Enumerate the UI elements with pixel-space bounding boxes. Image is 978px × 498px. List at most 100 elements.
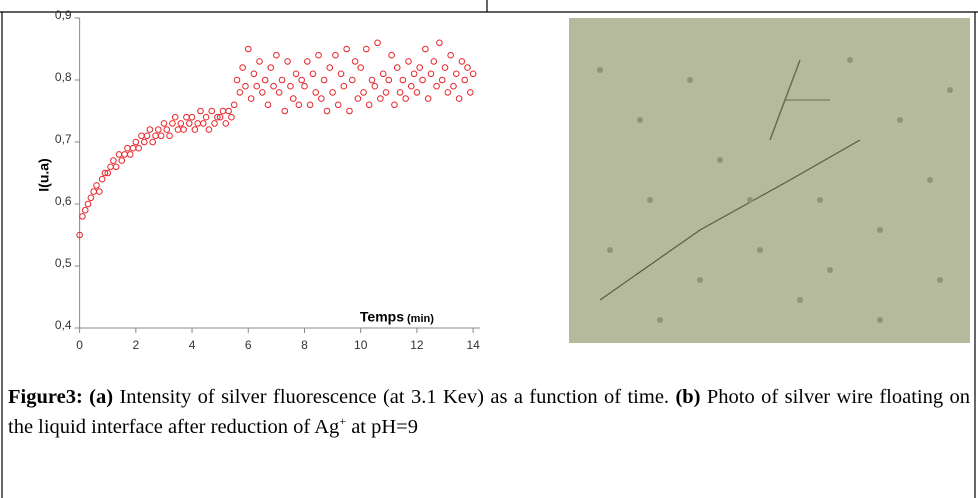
data-point (354, 95, 362, 102)
data-point (402, 95, 409, 102)
data-point (222, 120, 230, 127)
data-point (295, 101, 303, 109)
data-point (410, 70, 418, 78)
data-point (385, 76, 393, 84)
data-point (357, 64, 365, 71)
data-point (174, 126, 182, 133)
data-point (399, 76, 407, 84)
data-point (157, 132, 165, 140)
data-point (427, 70, 435, 78)
data-point (270, 82, 277, 90)
data-point (242, 82, 249, 90)
data-point (129, 144, 137, 152)
data-point (346, 107, 353, 115)
data-point (250, 70, 258, 78)
data-point (253, 82, 261, 90)
data-point (444, 89, 452, 96)
x-tick-label: 2 (132, 338, 139, 352)
data-point (323, 107, 331, 115)
data-point (118, 157, 126, 164)
wire (599, 139, 861, 301)
data-point (329, 89, 336, 96)
data-point (171, 113, 179, 121)
data-point (315, 51, 322, 59)
y-axis-label: I(u.a) (36, 158, 52, 191)
x-tick-label: 14 (466, 338, 480, 352)
y-tick-label: 0,8 (55, 70, 72, 84)
data-point (461, 76, 469, 84)
data-point (124, 144, 131, 152)
data-point (149, 138, 157, 146)
y-tick-label: 0,7 (55, 132, 72, 146)
data-point (76, 231, 83, 239)
data-point (343, 45, 350, 53)
data-point (104, 169, 112, 177)
data-point (155, 126, 162, 133)
x-tick-label: 10 (354, 338, 368, 352)
y-tick-label: 0,5 (55, 256, 72, 270)
data-point (197, 107, 204, 115)
particles (597, 57, 953, 323)
y-tick-label: 0,4 (55, 318, 72, 332)
data-point (433, 82, 440, 90)
data-point (467, 89, 474, 96)
caption-marker: (b) (675, 386, 701, 408)
data-point (160, 120, 168, 127)
data-point (407, 82, 415, 90)
data-point (214, 113, 221, 121)
x-tick-label: 6 (245, 338, 252, 352)
data-point (351, 58, 359, 65)
data-point (107, 163, 114, 171)
data-point (121, 151, 128, 158)
data-point (95, 188, 103, 195)
data-point (278, 76, 286, 84)
data-point (132, 138, 140, 146)
data-point (87, 194, 95, 202)
data-point (81, 206, 89, 214)
x-axis-label: Temps (360, 309, 404, 325)
photo-background (569, 18, 970, 343)
data-point (292, 70, 300, 78)
data-point (405, 58, 412, 65)
data-point (188, 113, 196, 121)
x-tick-label: 0 (76, 338, 83, 352)
data-point (239, 64, 246, 71)
data-point (413, 89, 421, 96)
y-tick-label: 0,6 (55, 194, 72, 208)
data-point (287, 82, 294, 90)
data-point (284, 58, 291, 65)
data-point (469, 70, 477, 78)
x-tick-label: 12 (410, 338, 424, 352)
x-tick-label: 8 (301, 338, 308, 352)
data-point (430, 58, 438, 65)
data-point (138, 132, 145, 140)
data-point (152, 132, 159, 140)
data-point (309, 70, 317, 78)
data-point (320, 76, 328, 84)
data-point (225, 107, 232, 115)
data-point (441, 64, 449, 71)
data-point (90, 188, 97, 195)
data-point (191, 126, 199, 133)
data-point (289, 95, 297, 102)
data-point (211, 120, 218, 127)
data-point (101, 169, 109, 177)
data-point (365, 101, 373, 109)
data-point (244, 45, 252, 53)
data-point (261, 76, 269, 84)
data-point (216, 113, 224, 121)
data-point (422, 45, 429, 53)
data-point (183, 113, 190, 121)
data-point (146, 126, 154, 133)
data-point (438, 76, 446, 84)
data-point (126, 151, 134, 158)
figure-label: Figure3: (8, 386, 83, 408)
data-point (236, 89, 244, 96)
data-point (199, 120, 207, 127)
data-point (303, 58, 311, 65)
data-point (337, 70, 345, 78)
data-point (205, 126, 213, 133)
data-point (84, 200, 92, 208)
data-point (360, 89, 367, 96)
